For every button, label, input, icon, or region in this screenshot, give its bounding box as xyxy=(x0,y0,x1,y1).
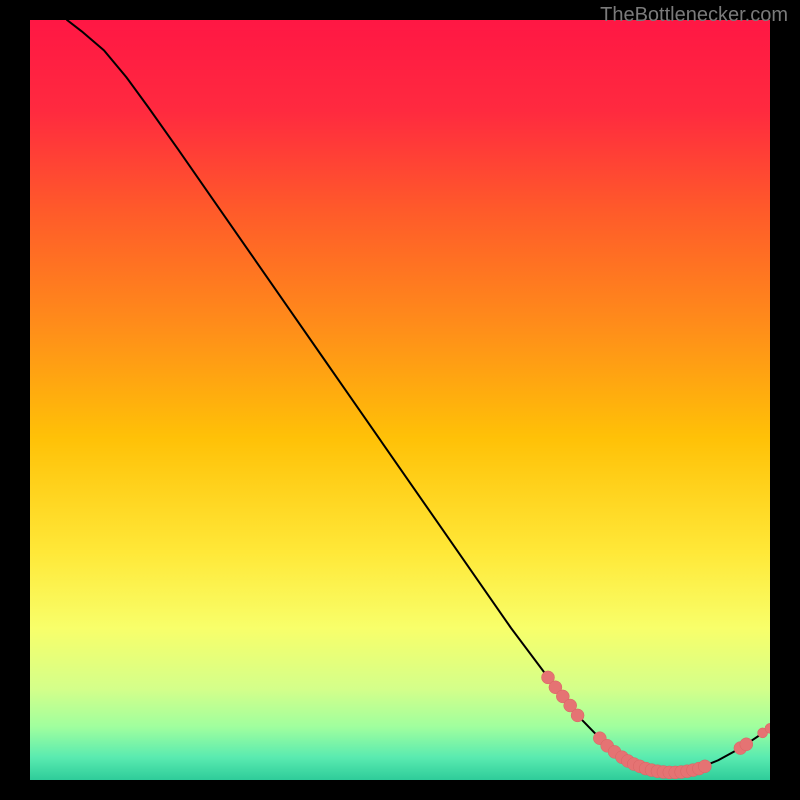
watermark-text: TheBottlenecker.com xyxy=(600,4,788,27)
bottleneck-chart xyxy=(30,20,770,780)
chart-svg xyxy=(30,20,770,780)
